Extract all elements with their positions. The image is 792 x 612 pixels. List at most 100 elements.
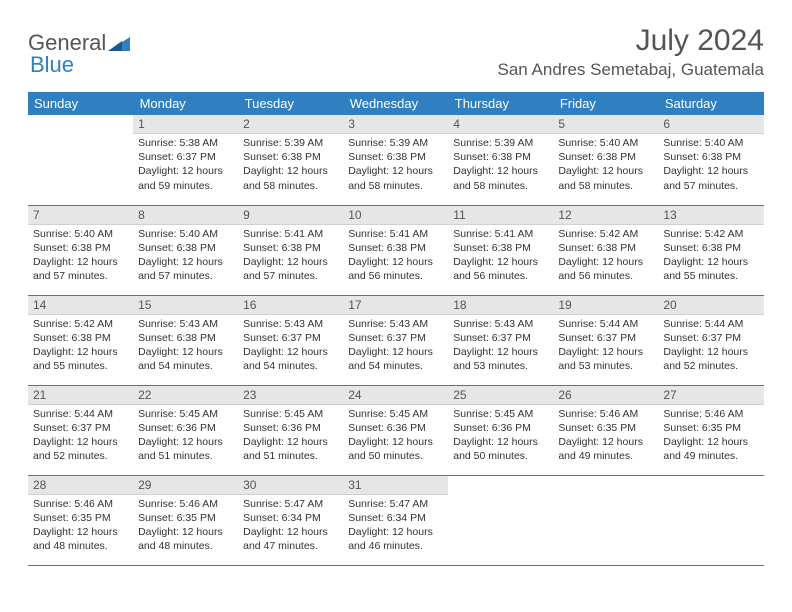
location: San Andres Semetabaj, Guatemala — [498, 60, 765, 80]
daylight-line: Daylight: 12 hours and 46 minutes. — [348, 526, 433, 552]
day-cell: 26Sunrise: 5:46 AMSunset: 6:35 PMDayligh… — [553, 385, 658, 475]
day-header: Wednesday — [343, 92, 448, 115]
sunrise-line: Sunrise: 5:43 AM — [138, 318, 218, 330]
sunrise-line: Sunrise: 5:46 AM — [33, 498, 113, 510]
day-details: Sunrise: 5:46 AMSunset: 6:35 PMDaylight:… — [28, 495, 133, 558]
sunset-line: Sunset: 6:37 PM — [33, 422, 111, 434]
day-details: Sunrise: 5:46 AMSunset: 6:35 PMDaylight:… — [553, 405, 658, 468]
day-details: Sunrise: 5:42 AMSunset: 6:38 PMDaylight:… — [553, 225, 658, 288]
week-row: 21Sunrise: 5:44 AMSunset: 6:37 PMDayligh… — [28, 385, 764, 475]
sunset-line: Sunset: 6:36 PM — [348, 422, 426, 434]
day-cell: 23Sunrise: 5:45 AMSunset: 6:36 PMDayligh… — [238, 385, 343, 475]
day-details: Sunrise: 5:40 AMSunset: 6:38 PMDaylight:… — [553, 134, 658, 197]
sunset-line: Sunset: 6:38 PM — [663, 242, 741, 254]
daylight-line: Daylight: 12 hours and 57 minutes. — [138, 256, 223, 282]
day-details: Sunrise: 5:41 AM Sunset: 6:38 PM Daylight:… — [448, 225, 553, 288]
day-cell: 5Sunrise: 5:40 AMSunset: 6:38 PMDaylight… — [553, 115, 658, 205]
daylight-line: Daylight: 12 hours and 53 minutes. — [558, 346, 643, 372]
day-cell: 7Sunrise: 5:40 AMSunset: 6:38 PMDaylight… — [28, 205, 133, 295]
daylight-line: Daylight: 12 hours and 55 minutes. — [33, 346, 118, 372]
day-header: Tuesday — [238, 92, 343, 115]
day-number: 24 — [343, 386, 448, 405]
day-number: 26 — [553, 386, 658, 405]
sunrise-line: Sunrise: 5:41 AM — [348, 228, 428, 240]
sunrise-line: Sunrise: 5:40 AM — [138, 228, 218, 240]
sunrise-line: Sunrise: 5:38 AM — [138, 137, 218, 149]
sunset-line: Sunset: 6:38 PM — [138, 242, 216, 254]
day-cell: 3Sunrise: 5:39 AMSunset: 6:38 PMDaylight… — [343, 115, 448, 205]
day-cell: 6Sunrise: 5:40 AMSunset: 6:38 PMDaylight… — [658, 115, 763, 205]
day-number: 21 — [28, 386, 133, 405]
day-details: Sunrise: 5:43 AMSunset: 6:37 PMDaylight:… — [343, 315, 448, 378]
day-details: Sunrise: 5:45 AMSunset: 6:36 PMDaylight:… — [133, 405, 238, 468]
sunset-line: Sunset: 6:38 PM — [348, 242, 426, 254]
sunrise-line: Sunrise: 5:43 AM — [453, 318, 533, 330]
sunset-line: Sunset: 6:38 PM — [33, 332, 111, 344]
day-number: 23 — [238, 386, 343, 405]
day-number: 2 — [238, 115, 343, 134]
sunrise-line: Sunrise: 5:45 AM — [138, 408, 218, 420]
sunrise-line: Sunrise: 5:40 AM — [558, 137, 638, 149]
daylight-line: Daylight: 12 hours and 57 minutes. — [663, 165, 748, 191]
daylight-line: Daylight: 12 hours and 57 minutes. — [33, 256, 118, 282]
day-cell: .. — [658, 475, 763, 565]
day-details: Sunrise: 5:40 AMSunset: 6:38 PMDaylight:… — [658, 134, 763, 197]
sunrise-line: Sunrise: 5:45 AM — [348, 408, 428, 420]
sunset-line: Sunset: 6:37 PM — [243, 332, 321, 344]
sunrise-line: Sunrise: 5:42 AM — [663, 228, 743, 240]
day-number: 8 — [133, 206, 238, 225]
day-number: 7 — [28, 206, 133, 225]
week-row: 7 Sunrise: 5:40 AM Sunset: 6:38 PM Daylight… — [28, 205, 764, 295]
day-cell: 20Sunrise: 5:44 AMSunset: 6:37 PMDayligh… — [658, 295, 763, 385]
sunset-line: Sunset: 6:34 PM — [243, 512, 321, 524]
daylight-line: Daylight: 12 hours and 58 minutes. — [348, 165, 433, 191]
day-details: Sunrise: 5:44 AMSunset: 6:37 PMDaylight:… — [553, 315, 658, 378]
daylight-line: Daylight: 12 hours and 58 minutes. — [453, 165, 538, 191]
day-cell: .. — [448, 475, 553, 565]
sunrise-line: Sunrise: 5:40 AM — [663, 137, 743, 149]
daylight-line: Daylight: 12 hours and 54 minutes. — [243, 346, 328, 372]
sunrise-line: Sunrise: 5:45 AM — [453, 408, 533, 420]
day-cell: 12Sunrise: 5:42 AMSunset: 6:38 PMDayligh… — [553, 205, 658, 295]
title-block: July 2024 San Andres Semetabaj, Guatemal… — [498, 24, 765, 80]
sunrise-line: Sunrise: 5:45 AM — [243, 408, 323, 420]
day-details: Sunrise: 5:42 AM Sunset: 6:38 PM Daylight:… — [28, 315, 133, 378]
sunset-line: Sunset: 6:38 PM — [453, 242, 531, 254]
daylight-line: Daylight: 12 hours and 53 minutes. — [453, 346, 538, 372]
day-number: 16 — [238, 296, 343, 315]
sunrise-line: Sunrise: 5:42 AM — [33, 318, 113, 330]
daylight-line: Daylight: 12 hours and 54 minutes. — [348, 346, 433, 372]
day-details: Sunrise: 5:44 AMSunset: 6:37 PMDaylight:… — [658, 315, 763, 378]
daylight-line: Daylight: 12 hours and 57 minutes. — [243, 256, 328, 282]
day-cell: 27Sunrise: 5:46 AMSunset: 6:35 PMDayligh… — [658, 385, 763, 475]
day-cell: 17Sunrise: 5:43 AMSunset: 6:37 PMDayligh… — [343, 295, 448, 385]
day-number: 1 — [133, 115, 238, 134]
daylight-line: Daylight: 12 hours and 49 minutes. — [558, 436, 643, 462]
daylight-line: Daylight: 12 hours and 47 minutes. — [243, 526, 328, 552]
day-number: 30 — [238, 476, 343, 495]
header: General July 2024 San Andres Semetabaj, … — [28, 24, 764, 80]
day-cell: 1Sunrise: 5:38 AMSunset: 6:37 PMDaylight… — [133, 115, 238, 205]
sunrise-line: Sunrise: 5:42 AM — [558, 228, 638, 240]
day-number: 29 — [133, 476, 238, 495]
sunrise-line: Sunrise: 5:39 AM — [243, 137, 323, 149]
daylight-line: Daylight: 12 hours and 56 minutes. — [453, 256, 538, 282]
day-header: Friday — [553, 92, 658, 115]
sunrise-line: Sunrise: 5:46 AM — [663, 408, 743, 420]
sunrise-line: Sunrise: 5:43 AM — [348, 318, 428, 330]
daylight-line: Daylight: 12 hours and 56 minutes. — [348, 256, 433, 282]
daylight-line: Daylight: 12 hours and 56 minutes. — [558, 256, 643, 282]
day-cell: .. — [553, 475, 658, 565]
sunrise-line: Sunrise: 5:39 AM — [348, 137, 428, 149]
daylight-line: Daylight: 12 hours and 49 minutes. — [663, 436, 748, 462]
day-details: Sunrise: 5:40 AM Sunset: 6:38 PM Daylight:… — [133, 225, 238, 288]
day-details: Sunrise: 5:44 AMSunset: 6:37 PMDaylight:… — [28, 405, 133, 468]
day-header-row: Sunday Monday Tuesday Wednesday Thursday… — [28, 92, 764, 115]
daylight-line: Daylight: 12 hours and 52 minutes. — [33, 436, 118, 462]
sunset-line: Sunset: 6:38 PM — [33, 242, 111, 254]
day-number: 19 — [553, 296, 658, 315]
day-number: 22 — [133, 386, 238, 405]
sunrise-line: Sunrise: 5:41 AM — [453, 228, 533, 240]
sunset-line: Sunset: 6:37 PM — [558, 332, 636, 344]
week-row: 28Sunrise: 5:46 AMSunset: 6:35 PMDayligh… — [28, 475, 764, 565]
